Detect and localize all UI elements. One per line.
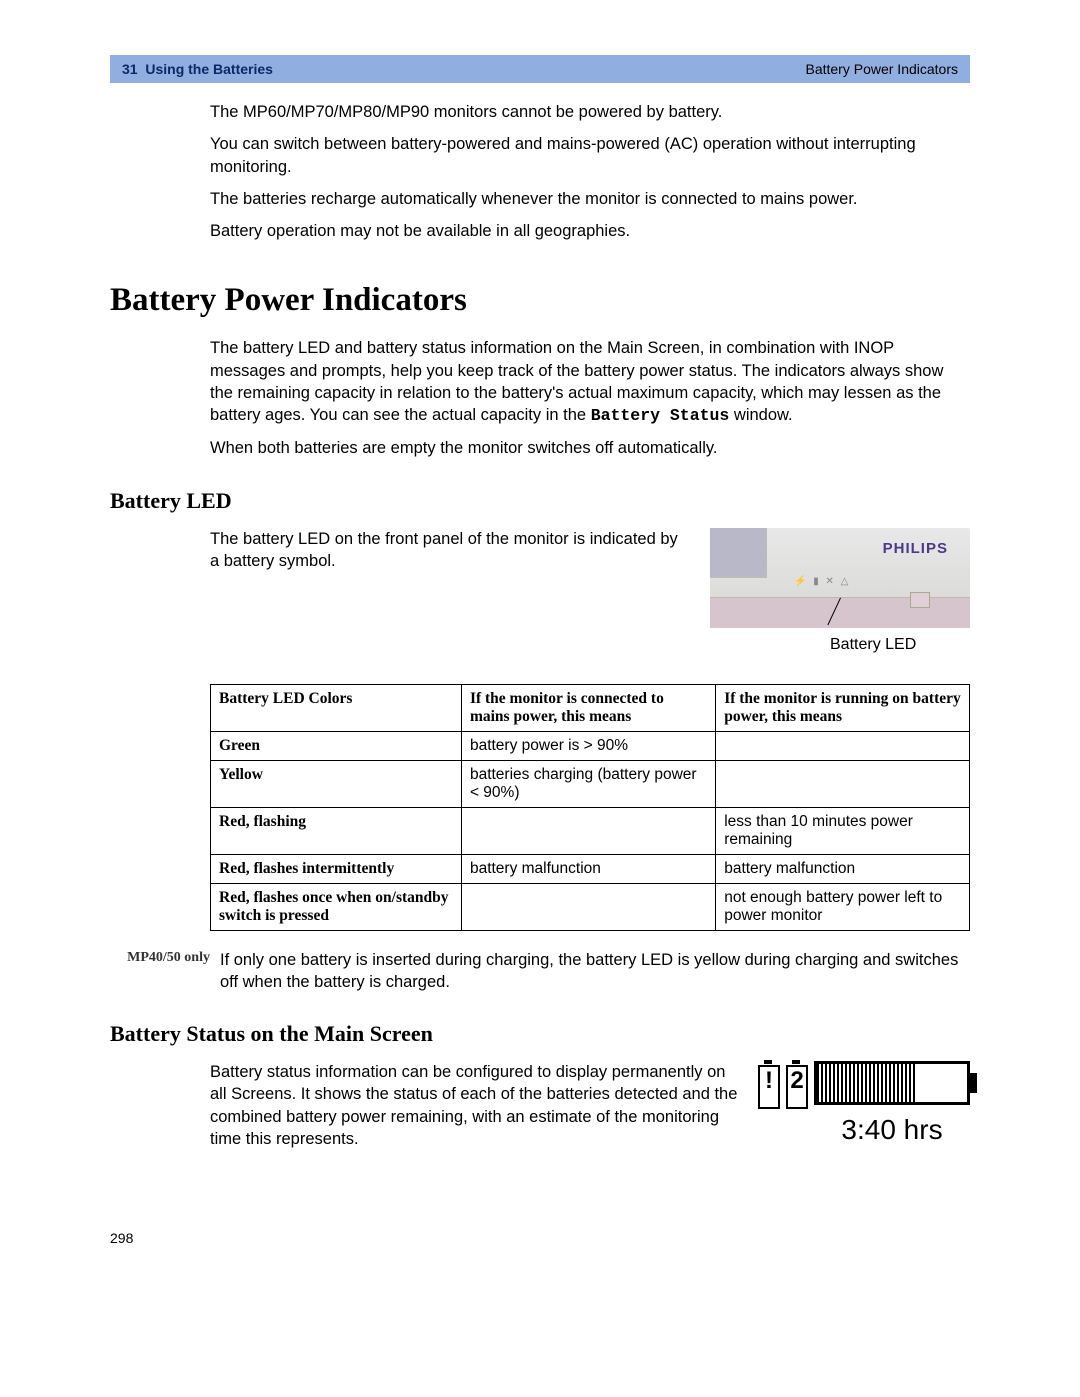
cell: not enough battery power left to power m… — [716, 883, 970, 930]
status-text: Battery status information can be config… — [210, 1061, 738, 1150]
cell: Green — [211, 731, 462, 760]
bpi-p1: The battery LED and battery status infor… — [210, 337, 970, 427]
monitor-led-icons: ⚡ ▮ ✕ △ — [794, 576, 850, 587]
batt2-symbol: 2 — [788, 1069, 806, 1093]
table-row: Yellow batteries charging (battery power… — [211, 760, 970, 807]
cell: battery power is > 90% — [461, 731, 715, 760]
heading-led: Battery LED — [110, 488, 970, 514]
header-bar: 31 Using the Batteries Battery Power Ind… — [110, 55, 970, 83]
cell: less than 10 minutes power remaining — [716, 807, 970, 854]
big-battery-fill — [817, 1064, 915, 1102]
led-table: Battery LED Colors If the monitor is con… — [210, 684, 970, 931]
cell: Red, flashes once when on/standby switch… — [211, 883, 462, 930]
chapter-title: Using the Batteries — [145, 61, 273, 77]
big-battery-wrap: 3:40 hrs — [814, 1061, 970, 1146]
status-figure: ! 2 3:40 hrs — [758, 1061, 970, 1146]
th-c2: If the monitor is connected to mains pow… — [461, 684, 715, 731]
cell — [461, 883, 715, 930]
th-c3: If the monitor is running on battery pow… — [716, 684, 970, 731]
cell: battery malfunction — [461, 854, 715, 883]
page: 31 Using the Batteries Battery Power Ind… — [0, 55, 1080, 1246]
cell: Yellow — [211, 760, 462, 807]
cell: Red, flashes intermittently — [211, 854, 462, 883]
small-battery-1-icon: ! — [758, 1065, 780, 1109]
cell — [461, 807, 715, 854]
table-row: Red, flashing less than 10 minutes power… — [211, 807, 970, 854]
table-row: Red, flashes intermittently battery malf… — [211, 854, 970, 883]
big-battery-icon — [814, 1061, 970, 1105]
batt1-symbol: ! — [760, 1069, 778, 1093]
monitor-image: PHILIPS ⚡ ▮ ✕ △ — [710, 528, 970, 628]
bpi-p1b: window. — [729, 406, 792, 424]
bpi-p1a: The battery LED and battery status infor… — [210, 339, 943, 424]
led-figure: PHILIPS ⚡ ▮ ✕ △ Battery LED — [710, 528, 970, 654]
content: The MP60/MP70/MP80/MP90 monitors cannot … — [110, 101, 970, 1246]
chapter-num: 31 — [122, 61, 138, 77]
monitor-brand: PHILIPS — [883, 540, 948, 557]
heading-status: Battery Status on the Main Screen — [110, 1021, 970, 1047]
cell: batteries charging (battery power < 90%) — [461, 760, 715, 807]
cell: Red, flashing — [211, 807, 462, 854]
battery-time: 3:40 hrs — [814, 1114, 970, 1146]
th-c1: Battery LED Colors — [211, 684, 462, 731]
bpi-p2: When both batteries are empty the monito… — [210, 437, 970, 459]
intro-p3: The batteries recharge automatically whe… — [210, 188, 970, 210]
note-text: If only one battery is inserted during c… — [220, 949, 970, 994]
led-section: The battery LED on the front panel of th… — [210, 528, 970, 654]
header-left: 31 Using the Batteries — [122, 61, 273, 77]
led-text: The battery LED on the front panel of th… — [210, 528, 680, 573]
intro-p2: You can switch between battery-powered a… — [210, 133, 970, 178]
cell: battery malfunction — [716, 854, 970, 883]
bpi-p1-mono: Battery Status — [591, 406, 730, 425]
table-header-row: Battery LED Colors If the monitor is con… — [211, 684, 970, 731]
monitor-button — [910, 592, 930, 608]
note-label: MP40/50 only — [110, 949, 220, 994]
table-row: Green battery power is > 90% — [211, 731, 970, 760]
cell — [716, 760, 970, 807]
intro-p4: Battery operation may not be available i… — [210, 220, 970, 242]
status-section: Battery status information can be config… — [210, 1061, 970, 1150]
monitor-screen — [710, 528, 767, 578]
small-battery-2-icon: 2 — [786, 1065, 808, 1109]
intro-block: The MP60/MP70/MP80/MP90 monitors cannot … — [210, 101, 970, 242]
header-section: Battery Power Indicators — [805, 61, 958, 77]
intro-p1: The MP60/MP70/MP80/MP90 monitors cannot … — [210, 101, 970, 123]
led-caption: Battery LED — [830, 636, 970, 654]
bpi-block: The battery LED and battery status infor… — [210, 337, 970, 459]
heading-bpi: Battery Power Indicators — [110, 282, 970, 319]
cell — [716, 731, 970, 760]
page-number: 298 — [110, 1230, 970, 1246]
note-row: MP40/50 only If only one battery is inse… — [110, 949, 970, 994]
table-row: Red, flashes once when on/standby switch… — [211, 883, 970, 930]
